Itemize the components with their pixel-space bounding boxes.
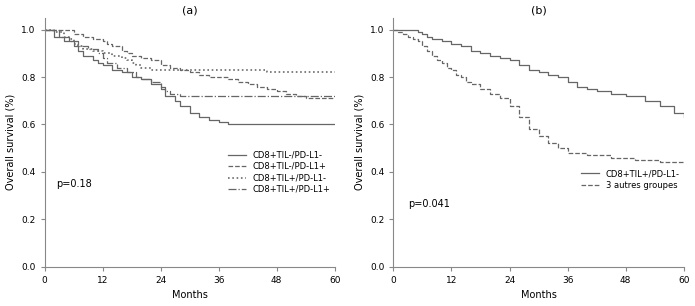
X-axis label: Months: Months	[172, 290, 208, 300]
Title: (b): (b)	[531, 6, 546, 16]
Text: p=0.041: p=0.041	[408, 199, 450, 209]
Text: p=0.18: p=0.18	[56, 179, 92, 189]
Legend: CD8+TIL+/PD-L1-, 3 autres groupes: CD8+TIL+/PD-L1-, 3 autres groupes	[580, 170, 680, 190]
Legend: CD8+TIL-/PD-L1-, CD8+TIL-/PD-L1+, CD8+TIL+/PD-L1-, CD8+TIL+/PD-L1+: CD8+TIL-/PD-L1-, CD8+TIL-/PD-L1+, CD8+TI…	[228, 151, 331, 194]
Y-axis label: Overall survival (%): Overall survival (%)	[6, 94, 15, 190]
Y-axis label: Overall survival (%): Overall survival (%)	[354, 94, 364, 190]
Title: (a): (a)	[182, 6, 197, 16]
X-axis label: Months: Months	[521, 290, 557, 300]
